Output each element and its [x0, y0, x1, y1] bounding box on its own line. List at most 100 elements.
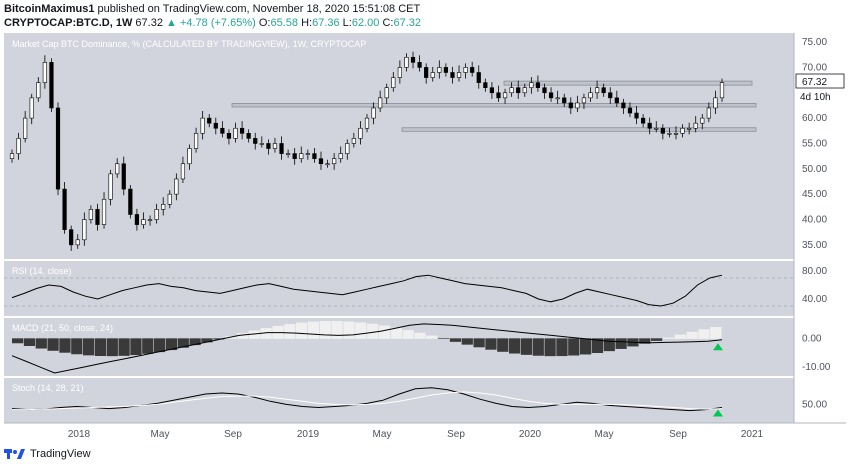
- candle-body: [647, 122, 652, 129]
- high-value: 67.36: [312, 17, 340, 29]
- candle: [141, 212, 146, 229]
- low-label: L:: [342, 17, 352, 29]
- candle-body: [608, 92, 613, 99]
- candle-body: [417, 62, 422, 68]
- candle-body: [187, 148, 192, 165]
- candle-body: [397, 67, 402, 78]
- macd-histogram-bar: [83, 338, 95, 356]
- candle-body: [253, 138, 258, 144]
- candle: [371, 102, 376, 125]
- candle-body: [246, 133, 251, 139]
- candle: [345, 139, 350, 160]
- resistance-zone: [231, 103, 757, 108]
- candle-body: [108, 173, 113, 200]
- candle: [509, 82, 514, 97]
- candle: [332, 153, 337, 170]
- macd-histogram-bar: [142, 338, 154, 354]
- candle: [608, 87, 613, 104]
- price-tick-label: 55.00: [802, 138, 827, 149]
- rsi-tick-label: 80.00: [802, 266, 827, 277]
- candle: [476, 65, 481, 89]
- open-value: 65.58: [270, 17, 299, 29]
- price-panel: [4, 33, 794, 259]
- macd-histogram-bar: [59, 338, 71, 353]
- close-label: C:: [382, 17, 394, 29]
- chart-svg[interactable]: 35.0040.0045.0050.0055.0060.0065.0070.00…: [4, 33, 846, 441]
- candle: [16, 132, 21, 160]
- chart-area[interactable]: 35.0040.0045.0050.0055.0060.0065.0070.00…: [4, 33, 846, 441]
- candle-body: [378, 97, 383, 109]
- candle-body: [470, 67, 475, 73]
- macd-histogram-bar: [260, 328, 272, 339]
- candle: [410, 51, 416, 69]
- candle: [299, 146, 304, 163]
- time-tick-label: May: [373, 429, 392, 440]
- candle: [207, 114, 212, 128]
- candle-body: [259, 143, 264, 145]
- price-tick-label: 50.00: [802, 164, 827, 175]
- candle: [719, 78, 725, 102]
- candle-body: [424, 67, 429, 78]
- candle: [318, 151, 324, 170]
- macd-histogram-bar: [639, 338, 651, 344]
- rsi-line: [11, 274, 723, 307]
- candle: [69, 225, 74, 251]
- candle: [147, 215, 153, 226]
- footer-brand-label: TradingView: [30, 448, 91, 460]
- candle-body: [121, 163, 126, 190]
- candle-body: [55, 107, 61, 190]
- candle: [581, 93, 587, 109]
- macd-histogram-bar: [591, 338, 604, 353]
- candle-body: [601, 87, 606, 94]
- candle: [154, 203, 159, 224]
- time-tick-label: May: [151, 429, 170, 440]
- macd-histogram-bar: [165, 338, 178, 351]
- candle: [358, 121, 363, 145]
- candle: [42, 55, 47, 89]
- macd-histogram-bar: [213, 338, 225, 340]
- published-text: published on TradingView.com, November 1…: [97, 3, 421, 15]
- candle-body: [239, 127, 245, 134]
- candle: [535, 75, 541, 92]
- candle: [634, 105, 639, 125]
- candle: [542, 83, 547, 99]
- stoch-tick-label: 50.00: [802, 399, 827, 410]
- macd-histogram-bar: [23, 338, 36, 346]
- candle-body: [680, 127, 685, 134]
- macd-histogram-bar: [485, 338, 497, 350]
- stoch-line-d: [12, 391, 723, 411]
- macd-histogram-bar: [556, 338, 568, 357]
- candle-body: [660, 127, 665, 134]
- candle: [292, 148, 297, 165]
- candle-body: [207, 117, 212, 124]
- candle: [456, 65, 462, 82]
- candle: [687, 122, 692, 135]
- macd-histogram-bar: [402, 330, 414, 339]
- candle: [660, 124, 665, 140]
- candle-body: [700, 117, 705, 124]
- author-name[interactable]: BitcoinMaximus1: [4, 3, 95, 15]
- macd-histogram-bar: [520, 338, 533, 355]
- candle: [246, 129, 251, 143]
- candle: [706, 102, 711, 123]
- resistance-zone: [503, 80, 753, 86]
- candle: [193, 127, 199, 153]
- macd-histogram-bar: [248, 330, 260, 339]
- stoch-title: Stoch (14, 28, 21): [12, 383, 84, 393]
- price-chart-title: Market Cap BTC Dominance, % (CALCULATED …: [12, 39, 366, 49]
- open-label: O:: [258, 17, 271, 29]
- time-tick-label: 2019: [297, 429, 320, 440]
- footer-brand[interactable]: TradingView: [4, 448, 91, 460]
- candle: [588, 87, 593, 102]
- candle-body: [509, 87, 514, 94]
- macd-histogram-bar: [367, 323, 379, 339]
- candle: [575, 95, 580, 113]
- candle-body: [404, 56, 409, 68]
- candle: [312, 148, 317, 163]
- candle-body: [286, 153, 291, 155]
- close-value: 67.32: [393, 17, 421, 29]
- macd-histogram-bar: [177, 338, 189, 348]
- candle-body: [42, 62, 47, 83]
- rsi-panel: [4, 261, 794, 316]
- time-tick-label: 2018: [68, 429, 91, 440]
